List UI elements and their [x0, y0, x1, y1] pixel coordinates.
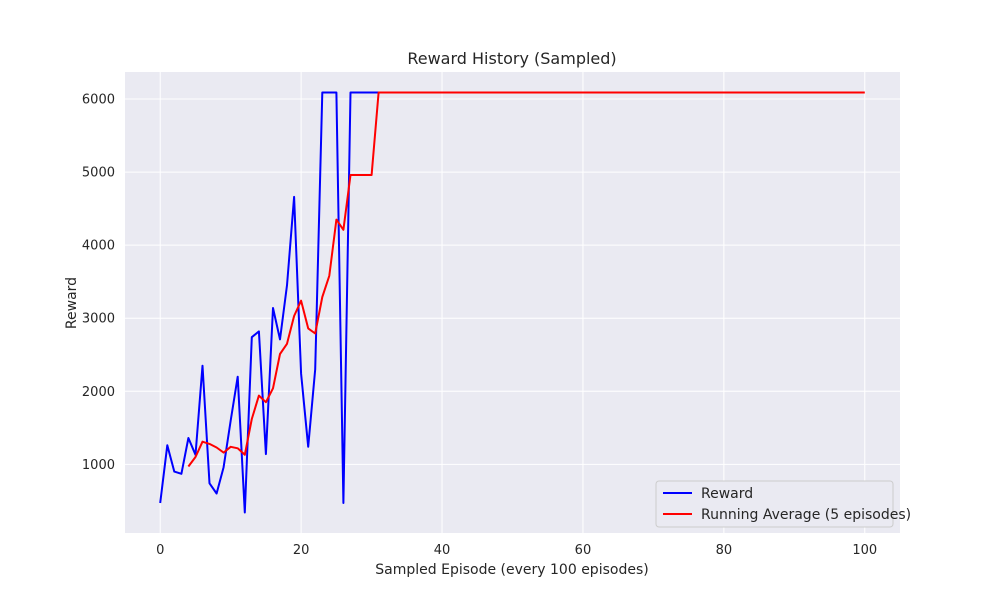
y-tick-label: 4000 [82, 239, 115, 254]
legend-running-average-label: Running Average (5 episodes) [701, 507, 911, 523]
running-average-series-line [187, 91, 865, 468]
x-tick-label: 100 [852, 543, 877, 558]
y-tick-label: 1000 [82, 458, 115, 473]
y-tick-label: 5000 [82, 166, 115, 181]
grid-lines [125, 72, 900, 533]
x-tick-label: 20 [293, 543, 310, 558]
y-tick-label: 6000 [82, 93, 115, 108]
y-tick-labels: 1000 2000 3000 4000 5000 6000 [82, 93, 115, 473]
plot-background [125, 72, 900, 533]
y-tick-label: 3000 [82, 312, 115, 327]
x-tick-label: 60 [575, 543, 592, 558]
series-layer [159, 91, 865, 514]
legend-box [655, 480, 894, 528]
x-axis-label: Sampled Episode (every 100 episodes) [375, 562, 648, 578]
x-tick-label: 80 [716, 543, 733, 558]
x-tick-labels: 0 20 40 60 80 100 [156, 543, 877, 558]
reward-series-line [159, 91, 379, 514]
y-axis-label: Reward [64, 277, 80, 329]
x-tick-label: 40 [434, 543, 451, 558]
y-tick-label: 2000 [82, 385, 115, 400]
chart-title: Reward History (Sampled) [407, 49, 616, 68]
legend-reward-label: Reward [701, 486, 753, 502]
x-tick-label: 0 [156, 543, 164, 558]
legend: Reward Running Average (5 episodes) [655, 480, 911, 528]
